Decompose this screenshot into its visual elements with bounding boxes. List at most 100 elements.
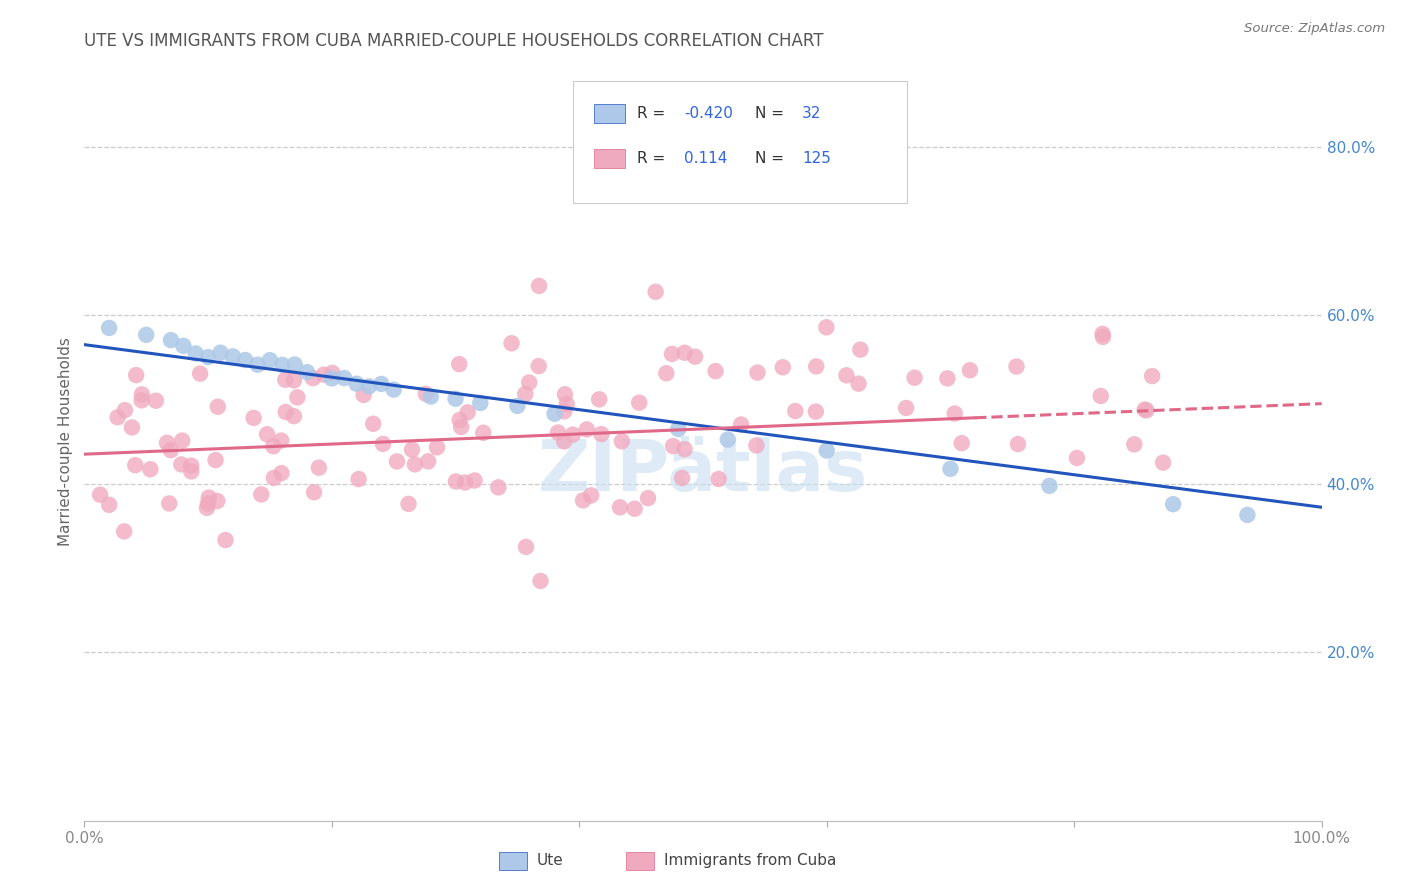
Text: ZIPätlas: ZIPätlas	[538, 437, 868, 507]
Point	[444, 392, 467, 406]
Point	[1133, 402, 1156, 417]
Point	[180, 465, 202, 479]
Point	[207, 400, 229, 414]
Point	[270, 466, 292, 480]
Point	[419, 390, 441, 404]
Point	[347, 472, 370, 486]
Point	[371, 437, 394, 451]
Point	[285, 390, 308, 404]
Point	[575, 422, 598, 436]
Point	[527, 278, 550, 293]
Point	[125, 368, 148, 383]
Point	[262, 439, 284, 453]
Point	[515, 540, 537, 554]
Point	[903, 370, 925, 384]
Text: 125: 125	[801, 152, 831, 166]
Point	[357, 379, 380, 393]
Point	[673, 442, 696, 457]
Point	[415, 387, 437, 401]
Text: N =: N =	[755, 106, 789, 120]
Point	[170, 458, 193, 472]
Point	[283, 409, 305, 424]
Point	[579, 488, 602, 502]
Point	[284, 358, 307, 372]
Point	[673, 345, 696, 359]
Point	[655, 366, 678, 380]
Point	[527, 359, 550, 373]
Point	[157, 496, 180, 510]
Point	[501, 336, 523, 351]
Point	[553, 404, 575, 418]
Point	[382, 383, 405, 397]
Point	[426, 440, 449, 454]
Point	[609, 500, 631, 515]
Point	[222, 349, 245, 363]
Point	[1236, 508, 1258, 522]
Point	[312, 368, 335, 382]
Point	[772, 360, 794, 375]
Point	[486, 480, 509, 494]
Point	[131, 393, 153, 408]
Point	[205, 494, 228, 508]
Point	[628, 395, 651, 409]
Point	[333, 371, 356, 385]
Point	[302, 371, 325, 385]
Point	[849, 343, 872, 357]
Point	[470, 396, 492, 410]
Point	[547, 425, 569, 440]
FancyBboxPatch shape	[574, 81, 907, 202]
Point	[195, 500, 218, 515]
Point	[939, 462, 962, 476]
Point	[214, 533, 236, 547]
Point	[572, 493, 595, 508]
Point	[1161, 497, 1184, 511]
Point	[704, 364, 727, 378]
Point	[270, 434, 292, 448]
Point	[209, 345, 232, 359]
Point	[1091, 330, 1114, 344]
Text: Source: ZipAtlas.com: Source: ZipAtlas.com	[1244, 22, 1385, 36]
Point	[346, 376, 368, 391]
Point	[1152, 456, 1174, 470]
Point	[591, 427, 613, 442]
Point	[745, 438, 768, 452]
Point	[135, 327, 157, 342]
Point	[449, 413, 471, 427]
Point	[256, 427, 278, 442]
Point	[517, 376, 540, 390]
Point	[543, 407, 565, 421]
Point	[274, 405, 297, 419]
Point	[98, 498, 121, 512]
Point	[156, 435, 179, 450]
Point	[959, 363, 981, 377]
Point	[894, 401, 917, 415]
Text: 0.114: 0.114	[685, 152, 728, 166]
Point	[112, 524, 135, 539]
Point	[450, 420, 472, 434]
Point	[1091, 326, 1114, 341]
Point	[835, 368, 858, 383]
Point	[1090, 389, 1112, 403]
Point	[172, 339, 194, 353]
Point	[361, 417, 384, 431]
Point	[464, 474, 486, 488]
Point	[806, 359, 828, 374]
Point	[662, 439, 685, 453]
Point	[457, 405, 479, 419]
Point	[506, 399, 529, 413]
Text: Ute: Ute	[537, 854, 564, 868]
Point	[242, 410, 264, 425]
Point	[1066, 450, 1088, 465]
Point	[1123, 437, 1146, 451]
Point	[295, 365, 318, 379]
Point	[683, 350, 706, 364]
Point	[321, 366, 343, 380]
Point	[717, 433, 740, 447]
Point	[160, 333, 183, 347]
Point	[246, 358, 269, 372]
Point	[950, 436, 973, 450]
Point	[404, 458, 426, 472]
Point	[553, 434, 575, 449]
Point	[283, 373, 305, 387]
Point	[121, 420, 143, 434]
